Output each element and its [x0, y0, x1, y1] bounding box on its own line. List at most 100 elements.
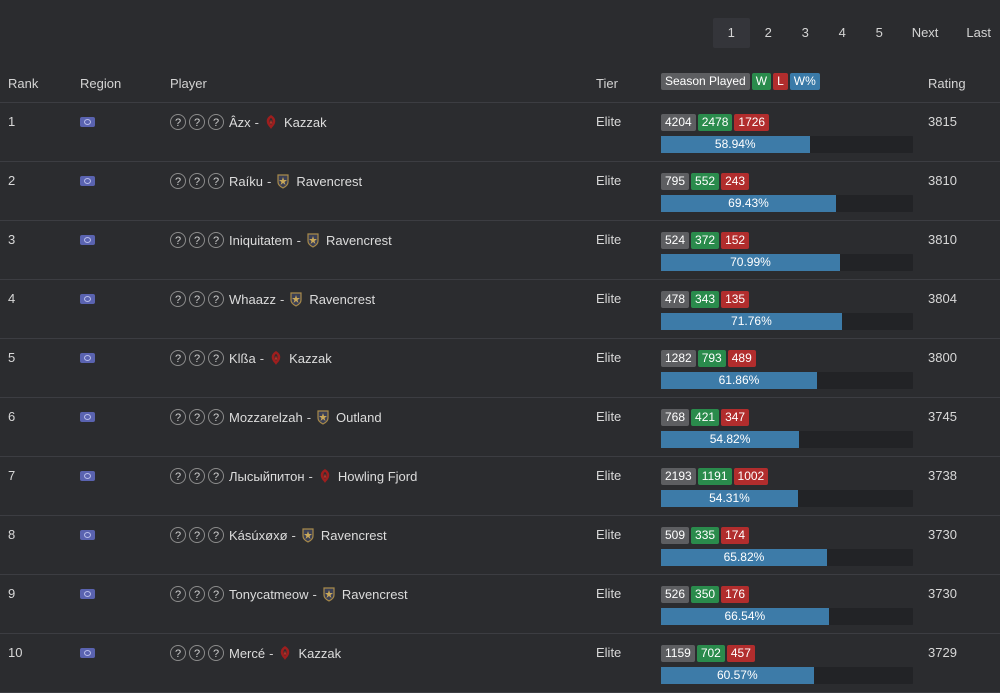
page-link-3[interactable]: 3: [801, 25, 809, 40]
horde-crest-icon: [320, 469, 330, 483]
player-cell: ??? Raíku - Ravencrest: [170, 173, 362, 190]
winrate-label: 61.86%: [718, 373, 760, 387]
losses-badge: 1002: [733, 468, 769, 485]
player-name-link[interactable]: Kásúxøxø: [229, 527, 288, 543]
last-page-link[interactable]: Last: [966, 25, 991, 40]
region-cell: [80, 114, 95, 130]
winrate-bar: 71.76%: [661, 313, 913, 330]
player-name-link[interactable]: Klßa: [229, 350, 256, 366]
unknown-race-icon: ?: [208, 645, 224, 661]
unknown-race-icon: ?: [208, 468, 224, 484]
header-tier[interactable]: Tier: [596, 76, 618, 91]
table-row[interactable]: 10??? Mercé - Kazzak Elite 1159 702 457 60.57% 37…: [0, 634, 1000, 693]
page-link-5[interactable]: 5: [875, 25, 883, 40]
unknown-spec-icon: ?: [189, 586, 205, 602]
pagination: 1 2 3 4 5 Next Last: [712, 18, 1000, 48]
player-name-link[interactable]: Mercé: [229, 645, 266, 661]
tier-cell: Elite: [596, 350, 622, 365]
wins-badge-header[interactable]: W: [751, 73, 772, 90]
next-page-link[interactable]: Next: [911, 25, 939, 40]
player-name-link[interactable]: Âzx: [229, 114, 251, 130]
table-row[interactable]: 2??? Raíku - Ravencrest Elite 795 552 243 69.43%…: [0, 162, 1000, 221]
unknown-race-icon: ?: [208, 586, 224, 602]
page-link-4[interactable]: 4: [838, 25, 846, 40]
region-cell: [80, 586, 95, 602]
realm-name-link[interactable]: Ravencrest: [320, 527, 387, 543]
realm-name-link[interactable]: Ravencrest: [325, 232, 392, 248]
header-region[interactable]: Region: [80, 76, 122, 91]
winrate-bar: 70.99%: [661, 254, 913, 271]
realm-name-link[interactable]: Outland: [336, 409, 382, 425]
realm-name-link[interactable]: Kazzak: [298, 645, 342, 661]
stats-cell: 2193 1191 1002 54.31%: [661, 468, 913, 507]
winrate-bar-fill: [661, 136, 810, 153]
realm-name-link[interactable]: Ravencrest: [296, 173, 363, 189]
stats-cell: 768 421 347 54.82%: [661, 409, 913, 448]
season-played-badge[interactable]: Season Played: [661, 73, 750, 90]
player-name-link[interactable]: Raíku: [229, 173, 263, 189]
header-rating[interactable]: Rating: [928, 76, 966, 91]
player-name-link[interactable]: Mozzarelzah: [229, 409, 303, 425]
separator: -: [308, 468, 313, 484]
header-rank[interactable]: Rank: [8, 76, 39, 91]
page-link-2[interactable]: 2: [764, 25, 772, 40]
winrate-bar: 66.54%: [661, 608, 913, 625]
table-row[interactable]: 3??? Iniquitatem - Ravencrest Elite 524 372 152…: [0, 221, 1000, 280]
alliance-crest-icon: [317, 410, 329, 425]
alliance-crest-icon: [302, 528, 314, 543]
losses-badge-header[interactable]: L: [773, 73, 788, 90]
winrate-badge-header[interactable]: W%: [789, 73, 820, 90]
table-row[interactable]: 6??? Mozzarelzah - Outland Elite 768 421 347 54.…: [0, 398, 1000, 457]
player-cell: ??? Whaazz - Ravencrest: [170, 291, 375, 308]
losses-badge: 457: [726, 645, 755, 662]
separator: -: [259, 350, 265, 366]
table-row[interactable]: 7??? Лысыйпитон - Howling Fjord Elite 2193 119…: [0, 457, 1000, 516]
eu-flag-icon: [80, 176, 95, 186]
games-played-badge: 478: [661, 291, 690, 308]
winrate-bar-fill: [661, 490, 798, 507]
stats-cell: 509 335 174 65.82%: [661, 527, 913, 566]
player-name-link[interactable]: Лысыйпитон: [229, 468, 305, 484]
player-name-link[interactable]: Iniquitatem: [229, 232, 293, 248]
games-played-badge: 1282: [661, 350, 696, 367]
unknown-class-icon: ?: [170, 173, 186, 189]
player-name-link[interactable]: Whaazz: [229, 291, 276, 307]
eu-flag-icon: [80, 235, 95, 245]
eu-flag-icon: [80, 589, 95, 599]
table-row[interactable]: 4??? Whaazz - Ravencrest Elite 478 343 135 71.76…: [0, 280, 1000, 339]
realm-name-link[interactable]: Howling Fjord: [337, 468, 418, 484]
unknown-race-icon: ?: [208, 527, 224, 543]
rating-cell: 3800: [928, 350, 957, 365]
wins-badge: 793: [697, 350, 726, 367]
rank-cell: 6: [8, 409, 16, 424]
winrate-bar-fill: [661, 372, 817, 389]
player-cell: ??? Âzx - Kazzak: [170, 114, 327, 131]
table-row[interactable]: 1??? Âzx - Kazzak Elite 4204 2478 1726 58.94% 381…: [0, 103, 1000, 162]
table-row[interactable]: 5??? Klßa - Kazzak Elite 1282 793 489 61.86% 3800: [0, 339, 1000, 398]
table-row[interactable]: 8??? Kásúxøxø - Ravencrest Elite 509 335 174 65.…: [0, 516, 1000, 575]
player-name-link[interactable]: Tonycatmeow: [229, 586, 309, 602]
page-link-1[interactable]: 1: [712, 18, 750, 48]
realm-name-link[interactable]: Kazzak: [284, 114, 327, 130]
winrate-label: 58.94%: [714, 137, 756, 151]
tier-cell: Elite: [596, 232, 622, 247]
realm-name-link[interactable]: Ravencrest: [341, 586, 408, 602]
winrate-bar: 61.86%: [661, 372, 913, 389]
unknown-class-icon: ?: [170, 527, 186, 543]
eu-flag-icon: [80, 648, 95, 658]
header-player[interactable]: Player: [170, 76, 207, 91]
winrate-bar: 69.43%: [661, 195, 913, 212]
region-cell: [80, 350, 95, 366]
stats-cell: 1159 702 457 60.57%: [661, 645, 913, 684]
realm-name-link[interactable]: Kazzak: [289, 350, 332, 366]
tier-cell: Elite: [596, 291, 622, 306]
table-row[interactable]: 9??? Tonycatmeow - Ravencrest Elite 526 350 176…: [0, 575, 1000, 634]
stats-cell: 478 343 135 71.76%: [661, 291, 913, 330]
winrate-bar: 54.31%: [661, 490, 913, 507]
winrate-label: 69.43%: [728, 196, 769, 210]
separator: -: [269, 645, 274, 661]
unknown-class-icon: ?: [170, 586, 186, 602]
unknown-race-icon: ?: [208, 232, 224, 248]
realm-name-link[interactable]: Ravencrest: [309, 291, 376, 307]
rating-cell: 3745: [928, 409, 957, 424]
